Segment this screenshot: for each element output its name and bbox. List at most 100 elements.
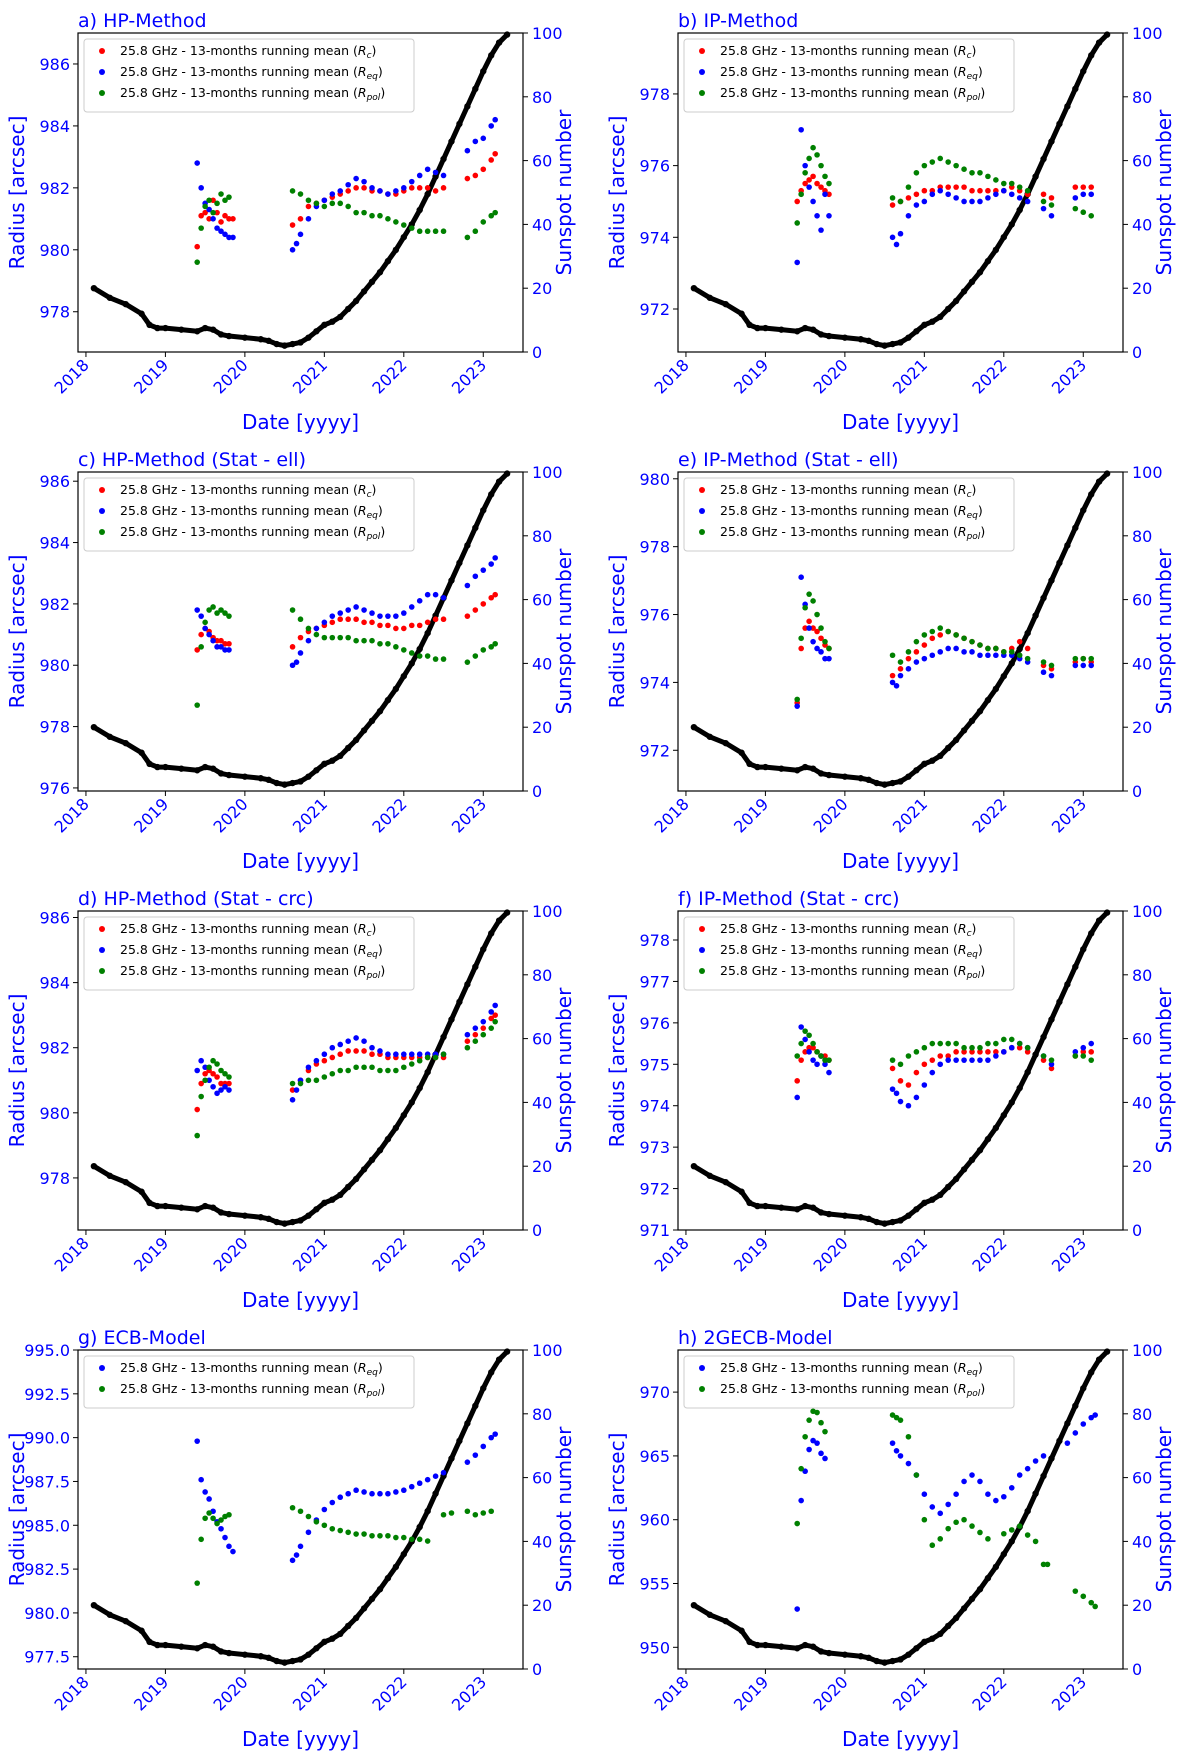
sunspot-point [424, 1068, 431, 1076]
y2-tick-label: 60 [1132, 152, 1152, 171]
point-req [377, 1490, 383, 1497]
point-req [440, 594, 447, 601]
point-rpol [393, 644, 399, 650]
point-req [1080, 662, 1087, 669]
sunspot-point [801, 324, 809, 332]
y-axis-label: Radius [arcsec] [605, 994, 629, 1148]
sunspot-point [762, 1202, 769, 1210]
point-rpol [305, 625, 312, 632]
point-rpol [905, 1433, 912, 1440]
x-tick-label: 2020 [209, 355, 251, 397]
sunspot-point [873, 1218, 880, 1226]
point-rpol [369, 1532, 375, 1539]
point-rpol [945, 628, 951, 635]
sunspot-point [201, 1202, 209, 1210]
sunspot-point [809, 1643, 817, 1650]
sunspot-point [1088, 491, 1095, 498]
legend-marker [99, 487, 105, 493]
y2-tick-label: 0 [1132, 782, 1142, 801]
point-req [798, 1497, 804, 1504]
sunspot-point [801, 1641, 809, 1649]
sunspot-point [937, 1630, 944, 1638]
point-rpol [802, 1433, 808, 1440]
point-rpol [806, 155, 812, 162]
sunspot-point [289, 1657, 296, 1665]
sunspot-point [809, 1204, 817, 1211]
point-rpol [194, 259, 200, 265]
y2-tick-label: 100 [1132, 902, 1163, 921]
point-rc [222, 212, 228, 219]
sunspot-point [368, 1595, 376, 1603]
point-req [1072, 1430, 1079, 1436]
sunspot-point [960, 1166, 968, 1173]
point-rpol [464, 1044, 471, 1051]
point-rc [202, 1070, 208, 1077]
sunspot-point [960, 288, 968, 295]
point-req [953, 1491, 959, 1497]
point-rpol [1016, 184, 1023, 190]
point-req [194, 1067, 200, 1074]
point-rpol [1072, 655, 1079, 662]
sunspot-point [960, 727, 968, 734]
sunspot-point [241, 1651, 249, 1658]
point-req [206, 1077, 212, 1084]
sunspot-point [392, 685, 400, 693]
point-rpol [1040, 659, 1047, 665]
point-req [329, 1499, 336, 1506]
point-rpol [393, 219, 399, 225]
point-req [913, 202, 920, 208]
legend-marker [99, 69, 105, 75]
point-rc [945, 184, 951, 190]
sunspot-point [1072, 963, 1079, 971]
point-req [794, 1094, 800, 1101]
sunspot-point [448, 138, 455, 145]
sunspot-point [392, 1563, 400, 1571]
point-rc [408, 622, 415, 629]
sunspot-point [217, 770, 225, 777]
sunspot-point [90, 1602, 98, 1609]
point-rpol [977, 169, 983, 176]
sunspot-point [488, 52, 495, 59]
point-req [194, 1438, 200, 1444]
y-tick-label: 984 [39, 117, 70, 136]
sunspot-line [691, 910, 1110, 1227]
x-tick-label: 2018 [51, 1672, 93, 1714]
point-rc [480, 601, 487, 607]
sunspot-point [201, 763, 209, 771]
sunspot-point [754, 1202, 761, 1210]
y-tick-label: 982 [39, 595, 70, 614]
point-req [393, 1051, 399, 1058]
point-rc [393, 625, 399, 632]
point-rpol [977, 642, 983, 648]
point-req [401, 185, 407, 191]
sunspot-point [873, 1657, 880, 1665]
sunspot-point [881, 342, 888, 349]
point-rc [226, 1080, 232, 1087]
point-req [814, 1061, 820, 1068]
sunspot-point [905, 773, 912, 780]
point-rpol [202, 619, 208, 626]
x-tick-label: 2022 [968, 355, 1010, 397]
x-axis-label: Date [yyyy] [842, 849, 959, 873]
point-rc [492, 150, 498, 157]
legend-box [83, 1355, 415, 1409]
point-rpol [416, 653, 423, 659]
point-rpol [806, 591, 812, 597]
sunspot-point [968, 1595, 976, 1603]
point-req [218, 1087, 224, 1093]
sunspot-point [722, 739, 729, 747]
y-axis-label: Radius [arcsec] [5, 1433, 29, 1587]
sunspot-point [1040, 155, 1047, 163]
point-req [913, 1094, 920, 1101]
point-rpol [472, 1038, 479, 1045]
y-tick-label: 976 [39, 779, 70, 798]
point-rpol [1001, 1530, 1007, 1537]
point-rpol [222, 197, 228, 204]
point-req [361, 607, 367, 613]
panel-title: h) 2GECB-Model [678, 1327, 833, 1349]
point-rpol [313, 200, 320, 207]
sunspot-point [937, 1191, 944, 1199]
point-rc [921, 642, 928, 648]
point-req [432, 169, 439, 176]
